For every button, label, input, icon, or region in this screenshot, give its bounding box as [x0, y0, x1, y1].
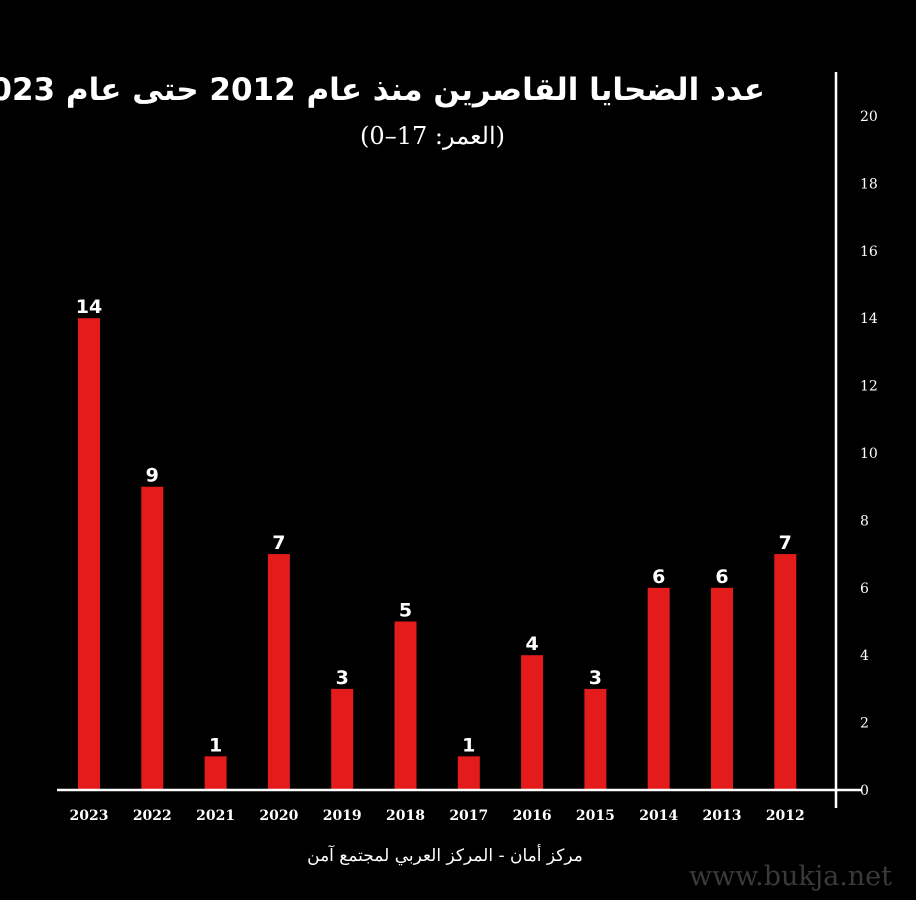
x-tick-labels-layer: 2023 2022 2021 2020 2019 2018 2017 2016 2015 2014… — [70, 808, 805, 824]
bar-2019 — [331, 688, 354, 790]
y-tick-labels-layer: 0 2 4 6 8 10 12 14 16 18 20 — [860, 109, 878, 799]
bar-2023 — [78, 318, 100, 790]
bar-2022 — [141, 486, 164, 790]
y-tick-label-20: 20 — [860, 109, 878, 125]
y-tick-label-8: 8 — [860, 513, 869, 529]
bar-2018 — [394, 621, 417, 790]
y-tick-label-12: 12 — [860, 379, 878, 395]
data-label-2016: 4 — [525, 633, 538, 655]
bar-2015 — [584, 688, 607, 790]
y-tick-label-6: 6 — [860, 581, 869, 597]
y-tick-label-18: 18 — [860, 176, 878, 192]
x-tick-label-2021: 2021 — [196, 808, 235, 824]
data-label-2015: 3 — [589, 667, 602, 689]
data-label-2019: 3 — [336, 667, 349, 689]
y-tick-label-0: 0 — [860, 783, 869, 799]
x-tick-label-2018: 2018 — [386, 808, 425, 824]
y-tick-label-2: 2 — [860, 716, 869, 732]
bar-2012 — [774, 554, 797, 790]
data-label-2014: 6 — [652, 566, 665, 588]
bar-2017 — [457, 756, 480, 790]
y-tick-label-4: 4 — [860, 648, 869, 664]
x-tick-label-2015: 2015 — [576, 808, 615, 824]
y-tick-label-14: 14 — [860, 311, 878, 327]
x-tick-label-2016: 2016 — [513, 808, 552, 824]
bar-2020 — [267, 554, 290, 790]
bar-2016 — [521, 655, 544, 790]
data-label-2012: 7 — [779, 532, 792, 554]
data-label-2017: 1 — [462, 734, 475, 756]
chart-subtitle: (العمر: 17–0) — [360, 122, 505, 150]
x-tick-label-2019: 2019 — [323, 808, 362, 824]
y-tick-label-16: 16 — [860, 244, 878, 260]
x-tick-label-2013: 2013 — [703, 808, 742, 824]
bars-layer — [78, 318, 797, 790]
watermark: www.bukja.net — [688, 861, 892, 892]
x-tick-label-2020: 2020 — [259, 808, 298, 824]
x-tick-label-2022: 2022 — [133, 808, 172, 824]
bar-2013 — [711, 587, 733, 790]
chart-title: عدد الضحايا القاصرين منذ عام 2012 حتى عا… — [0, 72, 765, 108]
source-credit: مركز أمان - المركز العربي لمجتمع آمن — [307, 846, 583, 866]
x-tick-label-2017: 2017 — [449, 808, 488, 824]
data-label-2020: 7 — [272, 532, 285, 554]
data-label-2013: 6 — [715, 566, 728, 588]
x-tick-label-2014: 2014 — [639, 808, 678, 824]
bar-2021 — [204, 756, 227, 790]
data-label-2018: 5 — [399, 600, 412, 622]
data-label-2023: 14 — [76, 296, 102, 318]
bar-2014 — [647, 587, 670, 790]
data-label-2022: 9 — [146, 465, 159, 487]
y-tick-label-10: 10 — [860, 446, 878, 462]
data-label-2021: 1 — [209, 734, 222, 756]
x-tick-label-2012: 2012 — [766, 808, 805, 824]
x-tick-label-2023: 2023 — [70, 808, 109, 824]
